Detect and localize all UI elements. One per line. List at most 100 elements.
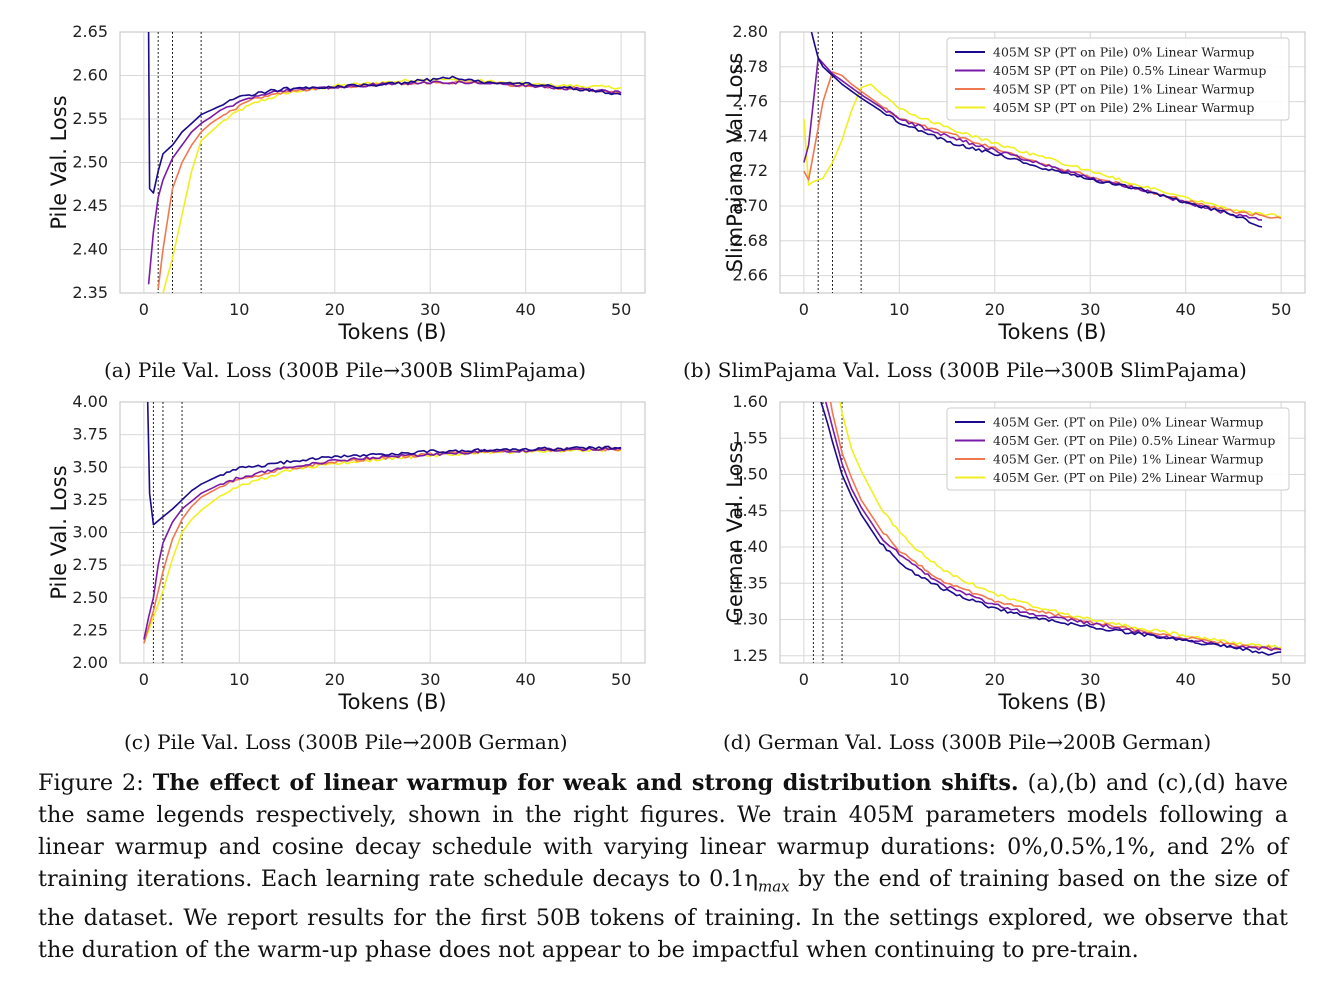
x-tick-label: 50 bbox=[1271, 300, 1291, 319]
legend-box bbox=[946, 37, 1290, 121]
y-tick-label: 3.00 bbox=[72, 523, 108, 542]
y-tick-label: 2.68 bbox=[732, 231, 768, 250]
y-axis-label: German Val. Loss bbox=[723, 442, 747, 624]
x-tick-label: 30 bbox=[1080, 670, 1100, 689]
series-line-w2 bbox=[143, 448, 622, 644]
x-axis-label: Tokens (B) bbox=[337, 690, 446, 714]
series-line-w0 bbox=[146, 402, 622, 526]
x-tick-label: 10 bbox=[229, 670, 249, 689]
series-line-w1 bbox=[829, 402, 1282, 651]
series-line-w05 bbox=[143, 446, 622, 640]
y-tick-label: 1.50 bbox=[732, 465, 768, 484]
y-axis-label: SlimPajama Val. Loss bbox=[723, 53, 747, 273]
y-tick-label: 3.50 bbox=[72, 457, 108, 476]
y-tick-label: 2.25 bbox=[72, 620, 108, 639]
y-tick-label: 3.25 bbox=[72, 490, 108, 509]
x-tick-label: 50 bbox=[1271, 670, 1291, 689]
y-tick-label: 2.80 bbox=[732, 22, 768, 41]
y-tick-label: 2.50 bbox=[72, 153, 108, 172]
figure-caption: Figure 2: The effect of linear warmup fo… bbox=[38, 767, 1288, 966]
plot-frame bbox=[119, 31, 646, 294]
x-tick-label: 40 bbox=[1176, 300, 1196, 319]
figure-bold-title: The effect of linear warmup for weak and… bbox=[152, 770, 1019, 796]
legend-entry: 405M SP (PT on Pile) 0.5% Linear Warmup bbox=[993, 63, 1266, 78]
y-tick-label: 2.00 bbox=[72, 653, 108, 672]
y-tick-label: 1.25 bbox=[732, 646, 768, 665]
y-tick-label: 2.60 bbox=[72, 66, 108, 85]
y-tick-label: 2.45 bbox=[72, 196, 108, 215]
figure-body: (a),(b) and (c),(d) have the same legend… bbox=[38, 770, 1288, 892]
plot-frame bbox=[779, 31, 1306, 294]
legend-entry: 405M Ger. (PT on Pile) 2% Linear Warmup bbox=[993, 470, 1263, 485]
x-tick-label: 10 bbox=[889, 670, 909, 689]
y-tick-label: 2.40 bbox=[72, 240, 108, 259]
x-tick-label: 10 bbox=[889, 300, 909, 319]
x-tick-label: 20 bbox=[985, 670, 1005, 689]
x-tick-label: 0 bbox=[799, 300, 809, 319]
x-tick-label: 30 bbox=[420, 670, 440, 689]
x-tick-label: 50 bbox=[611, 300, 631, 319]
x-tick-label: 20 bbox=[325, 670, 345, 689]
x-axis-label: Tokens (B) bbox=[997, 320, 1106, 344]
legend-entry: 405M Ger. (PT on Pile) 1% Linear Warmup bbox=[993, 452, 1263, 467]
y-tick-label: 1.60 bbox=[732, 392, 768, 411]
x-tick-label: 0 bbox=[799, 670, 809, 689]
x-tick-label: 30 bbox=[420, 300, 440, 319]
y-tick-label: 1.40 bbox=[732, 537, 768, 556]
x-tick-label: 10 bbox=[229, 300, 249, 319]
y-tick-label: 1.55 bbox=[732, 428, 768, 447]
x-tick-label: 20 bbox=[325, 300, 345, 319]
x-tick-label: 40 bbox=[516, 670, 536, 689]
x-tick-label: 40 bbox=[1176, 670, 1196, 689]
legend-entry: 405M Ger. (PT on Pile) 0.5% Linear Warmu… bbox=[993, 433, 1275, 448]
figure-label: Figure 2: bbox=[38, 770, 144, 796]
legend-entry: 405M SP (PT on Pile) 2% Linear Warmup bbox=[993, 100, 1254, 115]
y-tick-label: 1.35 bbox=[732, 573, 768, 592]
x-tick-label: 0 bbox=[139, 300, 149, 319]
plot-frame bbox=[119, 401, 646, 664]
subcaption-d: (d) German Val. Loss (300B Pile→200B Ger… bbox=[723, 730, 1212, 754]
chart-svg-a: 0 10 20 30 40 50 2.35 2.40 2.45 2.50 2.55 2.60 2.65 T… bbox=[47, 22, 646, 344]
plot-frame bbox=[779, 401, 1306, 664]
subcaption-b: (b) SlimPajama Val. Loss (300B Pile→300B… bbox=[683, 358, 1247, 382]
y-tick-label: 2.65 bbox=[72, 22, 108, 41]
chart-panel-b: 0 10 20 30 40 50 2.66 2.68 2.70 2.72 2.74 2.76 2.78 2… bbox=[660, 8, 1320, 348]
y-axis-label: Pile Val. Loss bbox=[47, 465, 71, 599]
chart-panel-a: 0 10 20 30 40 50 2.35 2.40 2.45 2.50 2.55 2.60 2.65 T… bbox=[0, 8, 660, 348]
series-line-w2 bbox=[839, 402, 1282, 650]
legend-entry: 405M SP (PT on Pile) 0% Linear Warmup bbox=[993, 45, 1254, 60]
y-tick-label: 3.75 bbox=[72, 425, 108, 444]
x-tick-label: 50 bbox=[611, 670, 631, 689]
y-tick-label: 2.75 bbox=[72, 555, 108, 574]
y-tick-label: 2.70 bbox=[732, 196, 768, 215]
x-axis-label: Tokens (B) bbox=[337, 320, 446, 344]
x-tick-label: 30 bbox=[1080, 300, 1100, 319]
chart-panel-d: 0 10 20 30 40 50 1.25 1.30 1.35 1.40 1.45 1.50 1.55 1… bbox=[660, 378, 1320, 718]
x-tick-label: 0 bbox=[139, 670, 149, 689]
figure-body-end: by the end of training based on the size… bbox=[38, 866, 1288, 964]
x-tick-label: 40 bbox=[516, 300, 536, 319]
y-tick-label: 1.45 bbox=[732, 501, 768, 520]
y-tick-label: 1.30 bbox=[732, 610, 768, 629]
subcaption-c: (c) Pile Val. Loss (300B Pile→200B Germa… bbox=[124, 730, 568, 754]
x-tick-label: 20 bbox=[985, 300, 1005, 319]
y-axis-label: Pile Val. Loss bbox=[47, 95, 71, 229]
eta-subscript: max bbox=[757, 877, 790, 896]
chart-svg-d: 0 10 20 30 40 50 1.25 1.30 1.35 1.40 1.45 1.50 1.55 1… bbox=[723, 392, 1306, 714]
chart-svg-c: 0 10 20 30 40 50 2.00 2.25 2.50 2.75 3.00 3.25 3.50 3… bbox=[47, 392, 646, 714]
series-line-w2 bbox=[803, 83, 1282, 218]
x-axis-label: Tokens (B) bbox=[997, 690, 1106, 714]
series-line-w05 bbox=[825, 402, 1282, 652]
chart-svg-b: 0 10 20 30 40 50 2.66 2.68 2.70 2.72 2.74 2.76 2.78 2… bbox=[723, 22, 1306, 344]
chart-panel-c: 0 10 20 30 40 50 2.00 2.25 2.50 2.75 3.00 3.25 3.50 3… bbox=[0, 378, 660, 718]
series-line-w05 bbox=[147, 80, 622, 285]
y-tick-label: 2.35 bbox=[72, 283, 108, 302]
legend-box bbox=[946, 407, 1290, 491]
series-line-w0 bbox=[810, 32, 1263, 228]
y-tick-label: 2.78 bbox=[732, 57, 768, 76]
legend-entry: 405M SP (PT on Pile) 1% Linear Warmup bbox=[993, 82, 1254, 97]
y-tick-label: 2.55 bbox=[72, 109, 108, 128]
y-tick-label: 4.00 bbox=[72, 392, 108, 411]
y-tick-label: 2.74 bbox=[732, 126, 768, 145]
subcaption-a: (a) Pile Val. Loss (300B Pile→300B SlimP… bbox=[104, 358, 587, 382]
